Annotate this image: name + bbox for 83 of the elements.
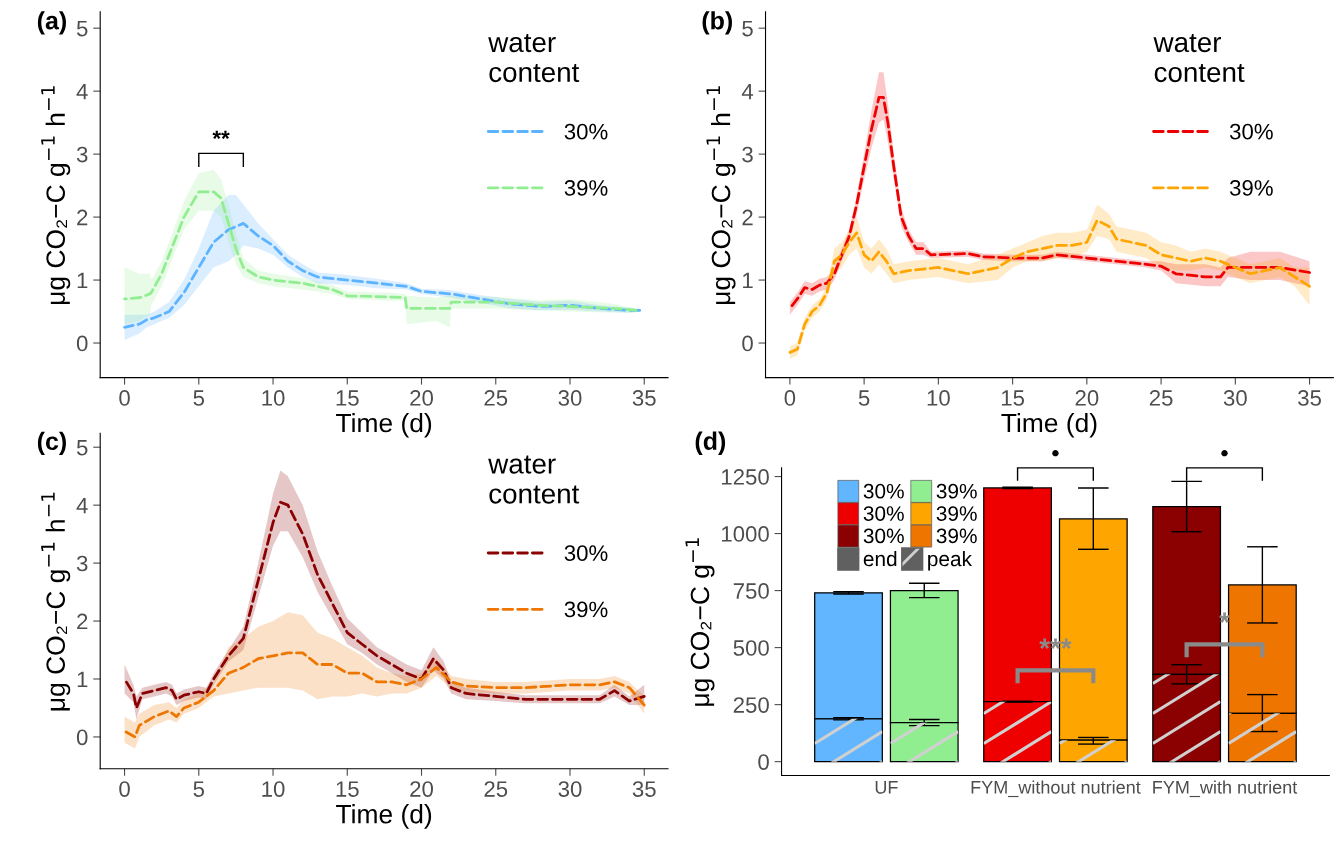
legend-title: water content bbox=[488, 455, 580, 504]
legend-label: 39% bbox=[936, 506, 977, 521]
x-tick-label: 35 bbox=[632, 390, 656, 406]
y-tick-label: 2 bbox=[77, 613, 88, 630]
text: • bbox=[1221, 449, 1228, 457]
y-axis-title: μg CO₂−C g$^{−1}$ h$^{−1}$ bbox=[706, 86, 736, 305]
annotation: *** bbox=[1039, 638, 1072, 649]
x-tick-label: 5 bbox=[193, 781, 205, 797]
y-tick-label: 1250 bbox=[722, 469, 769, 485]
y-axis-title: μg CO₂−C g$^{−1}$ h$^{−1}$ bbox=[41, 86, 71, 305]
annotation: ** bbox=[212, 130, 230, 139]
text: 30% bbox=[863, 528, 904, 544]
x-tick-label: 15 bbox=[1001, 390, 1025, 406]
x-tick-label: 35 bbox=[1298, 390, 1321, 406]
y-tick-label: 1 bbox=[743, 272, 753, 289]
chart-title: (d) bbox=[695, 431, 726, 455]
legend-title: water content bbox=[488, 33, 580, 83]
x-axis-title: Time (d) bbox=[1001, 412, 1097, 438]
x-tick-label: 20 bbox=[410, 781, 434, 797]
x-tick-label: 30 bbox=[1223, 390, 1247, 406]
y-tick-label: 500 bbox=[733, 640, 769, 656]
y-tick-label: 2 bbox=[77, 209, 88, 226]
x-axis-title: Time (d) bbox=[336, 804, 432, 829]
y-tick-label: 4 bbox=[76, 497, 88, 514]
y-tick-label: 0 bbox=[76, 729, 88, 746]
y-tick-label: 1000 bbox=[722, 526, 769, 542]
text: • bbox=[1052, 449, 1059, 457]
chart-title: (b) bbox=[702, 11, 732, 35]
legend-label: 30% bbox=[1229, 123, 1273, 140]
x-tick-label: 10 bbox=[262, 390, 285, 406]
y-axis-title: μg CO₂−C g$^{−1}$ bbox=[685, 538, 715, 706]
x-tick-label: FYM_without nutrient bbox=[971, 780, 1141, 798]
annotation: peak bbox=[928, 550, 973, 571]
x-tick-label: 10 bbox=[262, 781, 285, 797]
x-tick-label: 20 bbox=[410, 390, 434, 406]
text: 39% bbox=[936, 483, 977, 499]
y-tick-label: 5 bbox=[76, 20, 88, 37]
x-tick-label: 20 bbox=[1075, 390, 1099, 406]
legend-label: 30% bbox=[564, 545, 608, 561]
annotation: end bbox=[863, 550, 897, 567]
y-tick-label: 3 bbox=[742, 146, 753, 163]
y-tick-label: 4 bbox=[76, 83, 88, 100]
y-tick-label: 5 bbox=[76, 439, 88, 456]
x-tick-label: 30 bbox=[558, 390, 582, 406]
x-tick-label: 10 bbox=[927, 390, 950, 406]
y-tick-label: 1 bbox=[77, 272, 88, 289]
y-tick-label: 2 bbox=[742, 209, 753, 226]
x-axis-title: Time (d) bbox=[336, 412, 432, 438]
x-tick-label: 25 bbox=[1149, 390, 1173, 406]
y-tick-label: 0 bbox=[742, 335, 753, 352]
y-tick-label: 0 bbox=[76, 335, 88, 352]
x-tick-label: 5 bbox=[858, 390, 870, 406]
x-tick-label: 15 bbox=[336, 781, 359, 797]
y-axis-title: μg CO₂−C g$^{−1}$ h$^{−1}$ bbox=[41, 492, 71, 711]
x-tick-label: 30 bbox=[558, 781, 582, 797]
y-tick-label: 1 bbox=[77, 671, 88, 688]
x-tick-label: 0 bbox=[784, 390, 796, 406]
x-tick-label: 0 bbox=[119, 781, 130, 797]
x-tick-label: 25 bbox=[484, 390, 508, 406]
legend-label: 39% bbox=[564, 601, 608, 618]
x-tick-label: FYM_with nutrient bbox=[1153, 780, 1298, 798]
x-tick-label: 0 bbox=[119, 390, 130, 406]
y-tick-label: 750 bbox=[733, 583, 769, 599]
text: 39% bbox=[936, 528, 977, 544]
x-tick-label: UF bbox=[875, 781, 898, 794]
legend-label: 30% bbox=[564, 123, 608, 140]
x-tick-label: 35 bbox=[632, 781, 656, 797]
legend-label: 39% bbox=[564, 180, 608, 196]
y-tick-label: 4 bbox=[741, 83, 754, 100]
legend-title: water content bbox=[1153, 33, 1245, 83]
x-tick-label: 15 bbox=[336, 390, 359, 406]
y-tick-label: 3 bbox=[76, 146, 88, 163]
y-tick-label: 0 bbox=[758, 754, 769, 770]
x-tick-label: 25 bbox=[484, 781, 508, 797]
text: 30% bbox=[863, 506, 904, 521]
y-tick-label: 250 bbox=[733, 697, 769, 713]
chart-title: (a) bbox=[37, 11, 66, 35]
legend-label: 30% bbox=[863, 483, 904, 499]
legend-label: 39% bbox=[1229, 180, 1273, 196]
x-tick-label: 5 bbox=[193, 390, 205, 406]
chart-title: (c) bbox=[37, 431, 66, 456]
y-tick-label: 3 bbox=[76, 555, 88, 572]
y-tick-label: 5 bbox=[742, 20, 753, 37]
